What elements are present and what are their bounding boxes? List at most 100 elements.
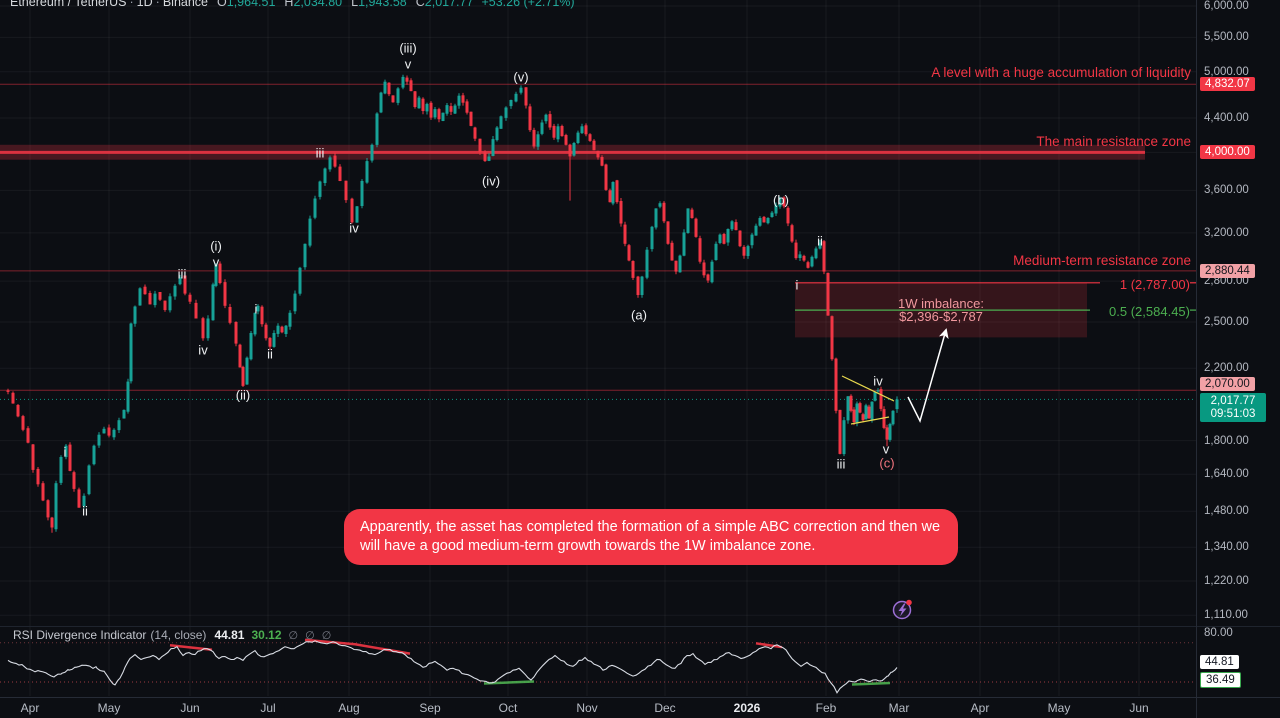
time-tick-label: Apr xyxy=(970,701,990,715)
wave-label-i[interactable]: i xyxy=(795,277,799,293)
wave-label-i[interactable]: (i) xyxy=(210,238,222,254)
price-tick-label: 1,800.00 xyxy=(1204,434,1249,447)
price-badge-medium: 2,880.44 xyxy=(1200,264,1255,278)
rsi-divergence-line[interactable] xyxy=(851,681,891,686)
main-resistance-note[interactable]: The main resistance zone xyxy=(1036,134,1191,149)
rsi-indicator-params: (14, close) xyxy=(150,628,207,642)
low-label: L xyxy=(351,0,359,9)
symbol-legend: Ethereum / TetherUS · 1D · Binance O1,964.51 H… xyxy=(10,0,575,9)
time-tick-label: Sep xyxy=(419,701,441,715)
price-tick-label: 3,600.00 xyxy=(1204,184,1249,197)
close-value: 2,017.77 xyxy=(424,0,474,9)
legend-separator: · xyxy=(129,0,134,9)
exchange-label: Binance xyxy=(162,0,209,9)
wave-label-iv[interactable]: iv xyxy=(873,373,883,389)
price-badge-main-line: 4,000.00 xyxy=(1200,145,1255,159)
price-tick-label: 6,000.00 xyxy=(1204,0,1249,12)
wave-label-a[interactable]: (a) xyxy=(631,307,647,323)
wave-label-v[interactable]: (v) xyxy=(513,69,529,85)
time-tick-label: Jun xyxy=(1129,701,1149,715)
fib-05-label[interactable]: 0.5 (2,584.45) xyxy=(1109,304,1190,319)
price-tick-label: 2,800.00 xyxy=(1204,275,1249,288)
time-tick-label: Aug xyxy=(338,701,360,715)
wave-label-v[interactable]: v xyxy=(212,254,220,270)
projection-arrow[interactable] xyxy=(907,328,949,424)
indicator-more-icon[interactable]: ∅ xyxy=(321,630,332,642)
wave-label-ii[interactable]: (ii) xyxy=(235,387,251,403)
liquidity-level-note[interactable]: A level with a huge accumulation of liqu… xyxy=(931,65,1191,80)
price-tick-label: 1,640.00 xyxy=(1204,468,1249,481)
imbalance-label-line2: $2,396-$2,787 xyxy=(899,309,983,324)
last-price-badge: 2,017.77 09:51:03 xyxy=(1200,393,1266,422)
rsi-badge-secondary: 36.49 xyxy=(1200,672,1241,688)
wave-label-ii[interactable]: ii xyxy=(267,346,273,362)
price-tick-label: 1,340.00 xyxy=(1204,541,1249,554)
indicator-hide-icon[interactable]: ∅ xyxy=(288,630,299,642)
rsi-line xyxy=(7,640,898,694)
wave-label-iv[interactable]: iv xyxy=(198,342,208,358)
wave-label-iii[interactable]: iii xyxy=(836,456,846,472)
price-axis[interactable]: 6,000.00 5,500.00 5,000.00 4,400.00 4,000.00… xyxy=(1196,0,1280,718)
open-label: O xyxy=(217,0,227,9)
medium-resistance-note[interactable]: Medium-term resistance zone xyxy=(1013,253,1191,268)
triangle-drawing[interactable] xyxy=(841,375,895,402)
wave-label-iii[interactable]: iii xyxy=(177,266,187,282)
rsi-axis-tick: 80.00 xyxy=(1204,627,1233,639)
time-tick-label: Dec xyxy=(654,701,676,715)
legend-separator: · xyxy=(155,0,160,9)
time-tick-label: Feb xyxy=(815,701,837,715)
rsi-pane xyxy=(0,638,1196,694)
wave-label-ii[interactable]: ii xyxy=(817,233,823,249)
wave-label-ii[interactable]: ii xyxy=(82,503,88,519)
imbalance-label-line1: 1W imbalance: xyxy=(898,296,984,311)
analysis-callout[interactable]: Apparently, the asset has completed the … xyxy=(344,509,958,565)
fib-1-label[interactable]: 1 (2,787.00) xyxy=(1119,277,1190,292)
time-tick-label: Jul xyxy=(260,701,276,715)
lightning-events-icon[interactable] xyxy=(892,599,912,620)
wave-label-v[interactable]: v xyxy=(404,56,412,72)
high-value: 2,034.80 xyxy=(293,0,343,9)
price-badge-liquidity: 4,832.07 xyxy=(1200,77,1255,91)
price-tick-label: 5,000.00 xyxy=(1204,65,1249,78)
rsi-indicator-title[interactable]: RSI Divergence Indicator xyxy=(13,628,147,642)
wave-label-iii[interactable]: (iii) xyxy=(399,40,417,56)
time-tick-label: May xyxy=(97,701,121,715)
price-tick-label: 1,220.00 xyxy=(1204,575,1249,587)
notification-dot xyxy=(906,599,912,606)
rsi-divergence-line[interactable] xyxy=(755,642,783,649)
candles xyxy=(6,74,899,533)
time-tick-label: May xyxy=(1047,701,1071,715)
low-value: 1,943.58 xyxy=(358,0,407,9)
last-price-value: 2,017.77 xyxy=(1210,395,1256,407)
wave-label-iii[interactable]: iii xyxy=(315,145,325,161)
price-tick-label: 2,500.00 xyxy=(1204,316,1249,328)
price-tick-label: 1,480.00 xyxy=(1204,505,1249,518)
time-tick-label: Mar xyxy=(888,701,910,715)
wave-label-v[interactable]: v xyxy=(882,441,890,457)
rsi-indicator-legend: RSI Divergence Indicator (14, close) 44.81… xyxy=(13,628,331,642)
open-value: 1,964.51 xyxy=(226,0,276,9)
symbol-title[interactable]: Ethereum / TetherUS · 1D · Binance xyxy=(10,0,208,9)
time-axis[interactable]: Apr May Jun Jul Aug Sep Oct Nov Dec 2026 Feb Mar Apr… xyxy=(0,697,1280,718)
triangle-drawing[interactable] xyxy=(850,416,890,425)
wave-label-i[interactable]: i xyxy=(254,301,258,317)
wave-label-i[interactable]: i xyxy=(63,444,67,460)
indicator-settings-icon[interactable]: ∅ xyxy=(305,630,315,642)
symbol-name: Ethereum / TetherUS xyxy=(10,0,127,9)
close-label: C xyxy=(415,0,425,9)
time-tick-label: 2026 xyxy=(733,701,761,715)
rsi-value: 44.81 xyxy=(214,628,245,642)
price-tick-label: 3,200.00 xyxy=(1204,226,1249,239)
rsi-badge-main: 44.81 xyxy=(1200,655,1239,669)
time-tick-label: Nov xyxy=(576,701,598,715)
imbalance-zone-label[interactable]: 1W imbalance: $2,396-$2,787 xyxy=(795,297,1087,323)
change-value: +53.26 (+2.71%) xyxy=(481,0,575,9)
wave-label-c[interactable]: (c) xyxy=(879,455,895,471)
time-tick-label: Apr xyxy=(20,701,40,715)
rsi-secondary-value: 30.12 xyxy=(251,628,282,642)
wave-label-b[interactable]: (b) xyxy=(773,192,789,208)
wave-label-iv[interactable]: iv xyxy=(349,220,359,236)
wave-label-iv[interactable]: (iv) xyxy=(481,173,501,189)
